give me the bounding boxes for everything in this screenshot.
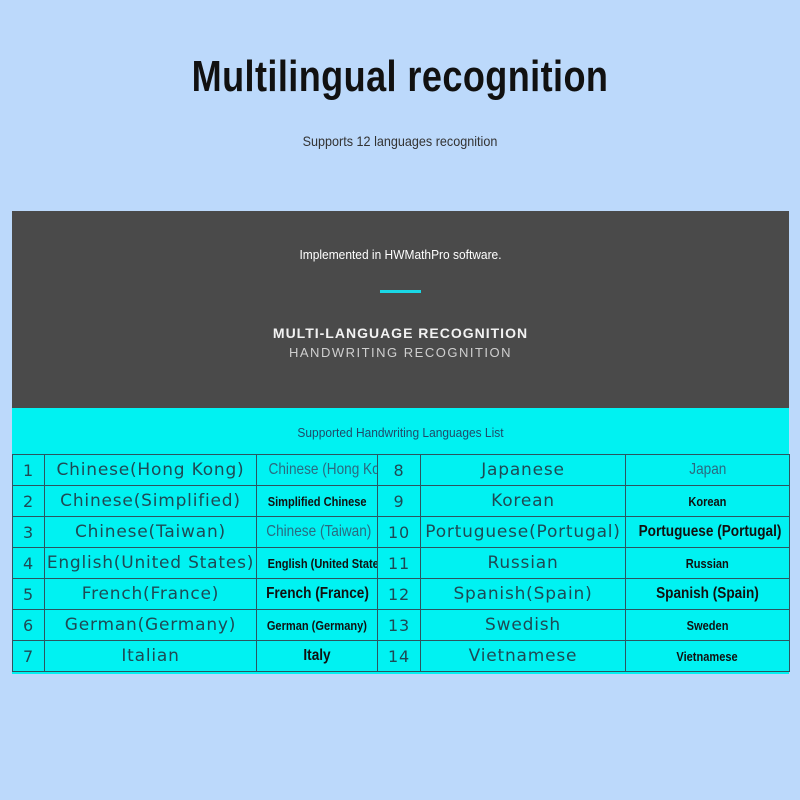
language-number: 3 [12, 516, 45, 548]
language-number: 1 [12, 454, 45, 486]
language-alias: French (France) [256, 578, 378, 610]
table-row: 3 Chinese(Taiwan) Chinese (Taiwan) 10 Portug… [12, 516, 790, 548]
language-number: 14 [377, 640, 421, 672]
language-alias-text: Portuguese (Portugal) [638, 523, 782, 540]
language-alias: English (United States) [256, 547, 378, 579]
language-alias-text: French (France) [266, 585, 369, 602]
language-name: Portuguese(Portugal) [420, 516, 626, 548]
banner-subheading: HANDWRITING RECOGNITION [289, 345, 512, 360]
language-name: Chinese(Hong Kong) [44, 454, 257, 486]
language-number: 10 [377, 516, 421, 548]
language-alias: Chinese (Taiwan) [256, 516, 378, 548]
language-alias: German (Germany) [256, 609, 378, 641]
language-number: 11 [377, 547, 421, 579]
language-alias-text: Simplified Chinese [267, 493, 367, 509]
language-alias-text: Italy [303, 647, 331, 664]
language-alias-text: German (Germany) [266, 617, 368, 633]
language-alias-text: Japan [688, 461, 727, 478]
language-alias-text: Korean [688, 493, 727, 509]
list-heading: Supported Handwriting Languages List [297, 425, 504, 440]
language-name: Chinese(Taiwan) [44, 516, 257, 548]
language-name: Russian [420, 547, 626, 579]
language-alias: Portuguese (Portugal) [625, 516, 790, 548]
language-name: German(Germany) [44, 609, 257, 641]
banner-heading: MULTI-LANGUAGE RECOGNITION [272, 325, 529, 341]
language-alias: Simplified Chinese [256, 485, 378, 517]
language-alias-text: Vietnamese [676, 648, 739, 664]
language-number: 2 [12, 485, 45, 517]
language-alias-text: Russian [685, 555, 729, 571]
language-alias: Chinese (Hong Kong) [256, 454, 378, 486]
languages-panel: Implemented in HWMathPro software. MULTI… [12, 211, 790, 674]
language-alias: Italy [256, 640, 378, 672]
language-alias: Vietnamese [625, 640, 790, 672]
language-number: 7 [12, 640, 45, 672]
language-alias: Japan [625, 454, 790, 486]
language-name: English(United States) [44, 547, 257, 579]
language-alias-text: English (United States) [267, 555, 378, 571]
language-name: Vietnamese [420, 640, 626, 672]
implemented-text: Implemented in HWMathPro software. [299, 247, 502, 262]
language-number: 9 [377, 485, 421, 517]
language-alias-text: Chinese (Hong Kong) [268, 461, 377, 478]
language-number: 5 [12, 578, 45, 610]
page-subtitle: Supports 12 languages recognition [302, 133, 498, 149]
language-alias-text: Sweden [686, 617, 729, 633]
table-row: 5 French(France) French (France) 12 Spanish(… [12, 578, 790, 610]
language-number: 6 [12, 609, 45, 641]
language-alias: Sweden [625, 609, 790, 641]
table-row: 4 English(United States) English (United S… [12, 547, 790, 579]
language-name: Spanish(Spain) [420, 578, 626, 610]
language-alias: Russian [625, 547, 790, 579]
table-row: 2 Chinese(Simplified) Simplified Chinese 9 K… [12, 485, 790, 517]
banner: Implemented in HWMathPro software. MULTI… [12, 211, 789, 408]
accent-divider [380, 290, 421, 293]
language-alias: Korean [625, 485, 790, 517]
languages-list: Supported Handwriting Languages List 1 Ch… [12, 408, 790, 674]
table-row: 6 German(Germany) German (Germany) 13 Swedis… [12, 609, 790, 641]
language-alias-text: Chinese (Taiwan) [266, 523, 372, 540]
page-title: Multilingual recognition [191, 52, 609, 101]
table-row: 7 Italian Italy 14 Vietnamese Vietnamese [12, 640, 790, 672]
language-name: Swedish [420, 609, 626, 641]
language-alias: Spanish (Spain) [625, 578, 790, 610]
language-number: 4 [12, 547, 45, 579]
language-name: Italian [44, 640, 257, 672]
language-name: Chinese(Simplified) [44, 485, 257, 517]
language-number: 12 [377, 578, 421, 610]
language-name: Korean [420, 485, 626, 517]
language-number: 13 [377, 609, 421, 641]
language-alias-text: Spanish (Spain) [656, 585, 759, 602]
language-number: 8 [377, 454, 421, 486]
language-name: Japanese [420, 454, 626, 486]
language-name: French(France) [44, 578, 257, 610]
